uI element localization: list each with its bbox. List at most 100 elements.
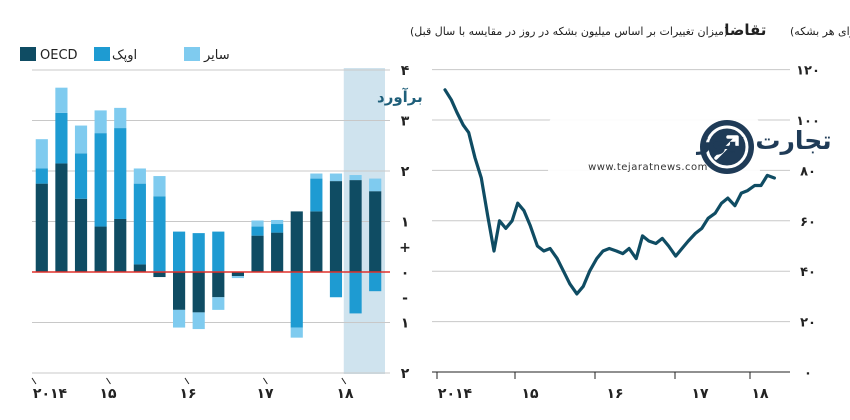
bar-7-opec (173, 231, 186, 272)
bar-12-oecd (271, 232, 284, 272)
bar-10-other (231, 276, 244, 279)
right-y-tick-2: ۸۰ (800, 164, 816, 179)
crude-price-line-chart: نفت خام(دلار به ازای هر بشکه) ۱۲۰ ۱۰۰ ۸۰ ۶۰ ۴… (432, 21, 850, 402)
bar-10-oecd (231, 272, 244, 277)
bar-5-opec (133, 183, 146, 265)
left-x-tick-2 (184, 377, 190, 385)
bar-13-oecd (290, 211, 303, 272)
left-y-tick-0: ۴ (401, 63, 410, 79)
arrow-circle-logo-icon (700, 120, 754, 174)
logo-inner-ring (705, 125, 749, 169)
bar-12-opec (271, 224, 284, 233)
right-x-label-0: ۲۰۱۴ (438, 386, 473, 402)
bar-14-other (310, 173, 323, 179)
bar-13-other (290, 327, 303, 338)
bar-3-opec (94, 133, 107, 227)
bar-14-oecd (310, 211, 323, 272)
bar-16-other (349, 175, 362, 181)
left-x-label-0: ۲۰۱۴ (33, 386, 68, 402)
bar-13-opec (290, 272, 303, 328)
bar-11-oecd (251, 235, 264, 272)
legend-swatch-0 (20, 47, 36, 61)
bar-1-oecd (55, 163, 68, 272)
left-y-tick-2: ۲ (401, 164, 410, 180)
bar-9-other (212, 297, 225, 310)
bar-8-other (192, 312, 205, 330)
legend-label-2: سایر (203, 48, 230, 63)
legend-swatch-2 (184, 47, 200, 61)
left-x-tick-0 (31, 377, 37, 385)
bar-7-other (173, 309, 186, 328)
right-y-tick-4: ۴۰ (800, 265, 816, 280)
bar-4-opec (114, 128, 127, 219)
bar-11-other (251, 220, 264, 227)
demand-bar-chart: تقاضا(میزان تغییرات بر اساس میلیون بشکه … (20, 21, 766, 402)
left-x-label-4: ۱۸ (336, 386, 354, 402)
right-x-label-1: ۱۵ (521, 386, 539, 402)
bar-11-opec (251, 226, 264, 236)
bar-0-other (35, 139, 48, 169)
bar-15-other (329, 173, 343, 182)
right-title: نفت خام(دلار به ازای هر بشکه) (790, 21, 850, 39)
right-y-tick-5: ۲۰ (800, 316, 816, 331)
bar-15-oecd (329, 181, 343, 272)
crude-price-line (443, 88, 776, 296)
logo-arrow (714, 135, 739, 160)
bar-12-other (271, 219, 284, 225)
left-x-label-3: ۱۷ (256, 386, 274, 402)
bar-1-opec (55, 112, 68, 164)
watermark-url: www.tejaratnews.com (588, 162, 708, 173)
left-y-tick-4: ۰ (401, 265, 410, 281)
bar-7-oecd (173, 272, 186, 310)
bar-6-oecd (153, 272, 166, 278)
right-x-label-3: ۱۷ (691, 386, 709, 402)
right-y-tick-6: ۰ (804, 366, 812, 381)
bar-4-other (114, 107, 127, 129)
watermark: تجارت نیوز www.tejaratnews.com (548, 116, 832, 180)
bar-16-opec (349, 272, 362, 314)
bar-5-oecd (133, 264, 146, 272)
legend-label-0: OECD (40, 48, 78, 63)
bar-2-opec (74, 153, 88, 199)
right-y-tick-1: ۱۰۰ (796, 114, 820, 129)
bar-4-oecd (114, 218, 127, 272)
bar-0-opec (35, 168, 48, 184)
left-title-main: تقاضا (724, 21, 766, 39)
bar-17-opec (369, 272, 382, 292)
bar-9-opec (212, 231, 225, 272)
bar-8-opec (192, 233, 205, 272)
bar-1-other (55, 87, 68, 113)
bar-0-oecd (35, 183, 48, 272)
left-title-subtitle: (میزان تغییرات بر اساس میلیون بشکه در رو… (410, 25, 728, 38)
left-y-tick-3: ۱ (401, 215, 410, 231)
left-x-tick-3 (262, 377, 268, 385)
left-sign-label-1: - (402, 290, 408, 306)
forecast-label: برآورد (377, 88, 423, 106)
legend-label-1: اوپک (112, 48, 137, 63)
left-title: تقاضا(میزان تغییرات بر اساس میلیون بشکه … (410, 21, 766, 39)
bar-14-opec (310, 178, 323, 212)
bar-8-oecd (192, 272, 205, 313)
bar-2-other (74, 125, 88, 154)
bar-16-oecd (349, 180, 362, 272)
right-x-label-2: ۱۶ (606, 386, 623, 402)
bar-2-oecd (74, 198, 88, 272)
bar-5-other (133, 168, 146, 184)
bar-3-other (94, 110, 107, 134)
bar-17-oecd (369, 191, 382, 272)
bar-17-other (369, 178, 382, 192)
left-y-tick-6: ۲ (401, 366, 410, 382)
right-y-tick-0: ۱۲۰ (796, 64, 820, 79)
bar-9-oecd (212, 272, 225, 298)
left-y-tick-5: ۱ (401, 316, 410, 332)
left-y-tick-1: ۳ (401, 114, 410, 130)
right-title-subtitle: (دلار به ازای هر بشکه) (790, 25, 850, 38)
left-x-tick-1 (106, 377, 111, 385)
watermark-brand: تجارت نیوز (695, 126, 832, 156)
bar-15-opec (329, 272, 343, 298)
left-sign-label-0: + (399, 240, 411, 256)
bar-3-oecd (94, 226, 107, 272)
right-y-tick-3: ۶۰ (800, 215, 816, 230)
